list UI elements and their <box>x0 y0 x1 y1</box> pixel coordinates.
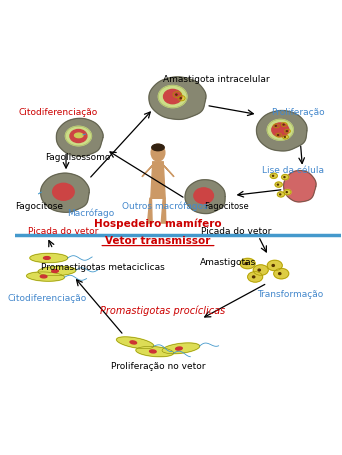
Ellipse shape <box>277 192 285 197</box>
Polygon shape <box>284 171 316 202</box>
Ellipse shape <box>272 124 289 137</box>
Ellipse shape <box>173 92 182 98</box>
Text: Outros macrófagos: Outros macrófagos <box>122 201 207 211</box>
Polygon shape <box>149 78 206 120</box>
Ellipse shape <box>274 269 289 279</box>
Ellipse shape <box>284 190 291 195</box>
Ellipse shape <box>275 182 282 188</box>
Polygon shape <box>147 199 152 223</box>
Text: Fagocitose: Fagocitose <box>15 202 63 211</box>
Ellipse shape <box>267 120 293 141</box>
Ellipse shape <box>273 176 274 177</box>
Ellipse shape <box>163 90 182 105</box>
Ellipse shape <box>245 263 247 265</box>
Ellipse shape <box>283 125 284 126</box>
Ellipse shape <box>248 272 263 283</box>
Ellipse shape <box>43 257 50 260</box>
Text: Amastigota intracelular: Amastigota intracelular <box>163 75 270 84</box>
Ellipse shape <box>286 192 287 193</box>
Text: Vetor transmissor: Vetor transmissor <box>105 235 211 245</box>
Polygon shape <box>30 254 68 263</box>
Polygon shape <box>161 199 166 223</box>
Text: Citodiferenciação: Citodiferenciação <box>19 107 98 116</box>
Ellipse shape <box>270 174 277 179</box>
Ellipse shape <box>194 188 213 204</box>
Polygon shape <box>163 166 174 177</box>
Text: Fagolisossomo: Fagolisossomo <box>45 153 111 162</box>
Ellipse shape <box>272 265 274 267</box>
Ellipse shape <box>176 95 177 96</box>
Ellipse shape <box>279 273 281 275</box>
Ellipse shape <box>275 126 276 127</box>
Text: Picada do vetor: Picada do vetor <box>201 226 272 235</box>
Ellipse shape <box>152 145 164 152</box>
Polygon shape <box>136 347 174 357</box>
Text: Proliferação no vetor: Proliferação no vetor <box>111 361 205 370</box>
Polygon shape <box>162 343 200 354</box>
Polygon shape <box>142 166 153 177</box>
Polygon shape <box>256 111 307 152</box>
Text: Promastigotas metaciclicas: Promastigotas metaciclicas <box>41 263 165 272</box>
Ellipse shape <box>130 341 136 344</box>
Ellipse shape <box>70 130 87 143</box>
Polygon shape <box>56 119 103 157</box>
Polygon shape <box>41 174 89 213</box>
Ellipse shape <box>281 175 289 180</box>
Ellipse shape <box>53 184 74 201</box>
Ellipse shape <box>253 265 268 276</box>
Polygon shape <box>185 180 225 214</box>
Text: Proliferação: Proliferação <box>272 107 325 116</box>
Ellipse shape <box>267 261 282 271</box>
Ellipse shape <box>240 259 255 269</box>
Text: Transformação: Transformação <box>257 290 323 298</box>
Ellipse shape <box>284 177 285 178</box>
Ellipse shape <box>277 185 278 186</box>
Ellipse shape <box>282 136 288 140</box>
Ellipse shape <box>285 130 290 134</box>
Ellipse shape <box>276 134 281 138</box>
Polygon shape <box>117 337 154 349</box>
Ellipse shape <box>258 269 260 271</box>
Ellipse shape <box>40 276 47 278</box>
Ellipse shape <box>274 125 279 129</box>
Ellipse shape <box>176 347 182 350</box>
Text: Lise da célula: Lise da célula <box>262 166 324 175</box>
Ellipse shape <box>252 276 255 278</box>
Ellipse shape <box>65 127 91 147</box>
Polygon shape <box>38 267 76 276</box>
Ellipse shape <box>281 123 287 127</box>
Ellipse shape <box>151 145 165 162</box>
Ellipse shape <box>158 86 187 108</box>
Ellipse shape <box>180 99 181 100</box>
Polygon shape <box>27 273 64 282</box>
Text: Hospedeiro mamífero: Hospedeiro mamífero <box>94 218 222 229</box>
Text: Amastigotas: Amastigotas <box>200 257 256 266</box>
Polygon shape <box>151 162 165 199</box>
Text: Promastigotas procíclicas: Promastigotas procíclicas <box>100 305 225 316</box>
Text: Picada do vetor: Picada do vetor <box>28 226 98 235</box>
Ellipse shape <box>149 350 156 353</box>
Ellipse shape <box>178 96 185 101</box>
Ellipse shape <box>280 194 281 195</box>
Polygon shape <box>75 134 83 138</box>
Text: Citodiferenciação: Citodiferenciação <box>8 293 87 302</box>
Text: Macrófago: Macrófago <box>67 208 115 217</box>
Ellipse shape <box>52 270 58 273</box>
Text: Fagocitose: Fagocitose <box>204 201 249 210</box>
